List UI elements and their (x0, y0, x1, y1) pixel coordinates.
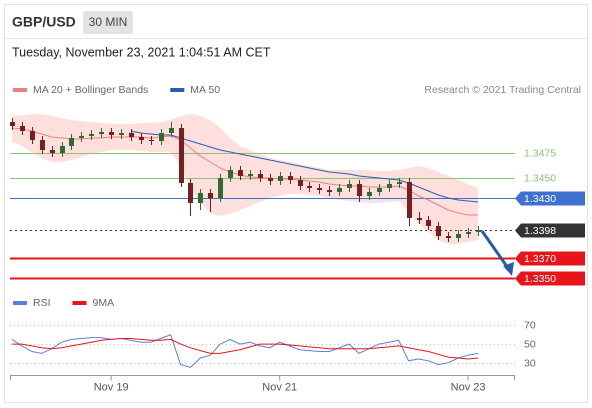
candle-body (337, 188, 342, 192)
indicator-line (11, 334, 479, 368)
candle-body (456, 234, 461, 238)
candle-body (248, 174, 253, 176)
candle-body (357, 184, 362, 196)
x-tick-label: Nov 23 (451, 381, 486, 393)
candle-body (69, 138, 74, 146)
legend-swatch (72, 301, 87, 305)
legend-swatch (170, 88, 185, 92)
candle-body (109, 132, 114, 135)
candle-body (208, 193, 213, 198)
candle-body (60, 146, 65, 153)
y-tick-label: 50 (524, 338, 536, 350)
candle-body (79, 136, 84, 138)
level-label: 1.3398 (524, 225, 556, 237)
legend-swatch (13, 301, 27, 305)
candle-body (40, 140, 45, 150)
x-tick-label: Nov 19 (94, 381, 129, 393)
candle-body (50, 150, 55, 153)
x-tick-label: Nov 21 (262, 381, 297, 393)
candle-body (466, 232, 471, 234)
candle-body (99, 132, 104, 134)
candle-body (258, 174, 263, 178)
candle-body (407, 182, 412, 218)
forecast-arrow (480, 230, 510, 269)
candle-body (288, 176, 293, 180)
level-box (515, 223, 585, 238)
candle-body (169, 128, 174, 133)
candle-body (347, 184, 352, 188)
moving-average (11, 127, 478, 216)
candle-body (198, 193, 203, 203)
level-label: 1.3370 (524, 253, 556, 265)
candle-body (149, 140, 154, 141)
legend-label: MA 50 (190, 84, 220, 96)
candle-body (119, 133, 124, 135)
candle-body (20, 126, 25, 131)
candle-body (218, 178, 223, 198)
level-label: 1.3350 (524, 273, 556, 285)
candle-body (159, 133, 164, 141)
candle-body (298, 180, 303, 186)
candle-body (238, 170, 243, 176)
level-box (515, 191, 585, 206)
forecast-arrow-head (503, 262, 514, 276)
candle-body (387, 184, 392, 188)
interval-badge (83, 11, 133, 34)
plot: 1.3475 1.3450 1.3430 1.3398 1.3370 1.3350 MA 2… (10, 84, 585, 393)
candle-body (397, 182, 402, 184)
candle-body (377, 188, 382, 192)
candle-body (446, 236, 451, 238)
level-label: 1.3430 (524, 193, 556, 205)
credit: Research © 2021 Trading Central (424, 84, 581, 96)
level-box (515, 271, 585, 286)
candle-body (139, 137, 144, 140)
legend-label: RSI (33, 297, 51, 309)
level-label: 1.3450 (524, 172, 556, 184)
candle-body (129, 133, 134, 137)
candle-body (188, 183, 193, 203)
frame (4, 4, 588, 403)
candle-body (89, 134, 94, 136)
legend-swatch (13, 88, 27, 92)
legend-label: MA 20 + Bollinger Bands (33, 84, 148, 96)
symbol: GBP/USD (12, 14, 76, 30)
candle-body (367, 192, 372, 196)
candle-body (278, 176, 283, 181)
candle-body (10, 122, 15, 126)
candle-body (228, 170, 233, 178)
legend-label: 9MA (93, 297, 115, 309)
moving-average (130, 130, 479, 203)
level-box (515, 251, 585, 266)
candle-body (30, 131, 35, 140)
candle-body (307, 186, 312, 188)
y-tick-label: 70 (524, 319, 536, 331)
timestamp: Tuesday, November 23, 2021 1:04:51 AM CE… (12, 45, 271, 59)
indicator-line (12, 338, 479, 360)
interval: 30 MIN (89, 15, 128, 29)
candle-body (179, 128, 184, 183)
candle-body (436, 226, 441, 236)
candle-body (268, 178, 273, 181)
candle-body (327, 190, 332, 192)
candle-body (476, 230, 481, 232)
level-label: 1.3475 (524, 147, 556, 159)
candle-body (426, 220, 431, 226)
candle-body (417, 218, 422, 220)
y-tick-label: 30 (524, 357, 536, 369)
candle-body (317, 188, 322, 190)
